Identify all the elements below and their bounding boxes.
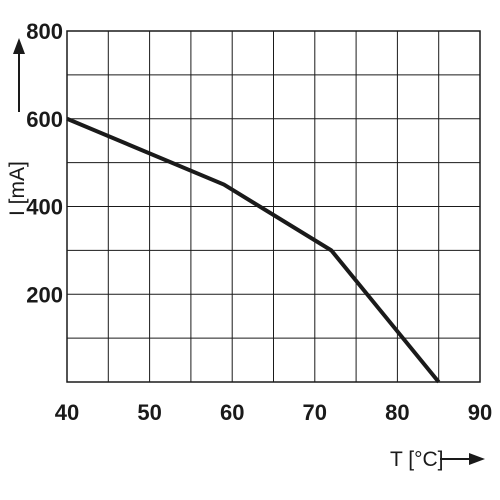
x-tick-label: 60 — [220, 400, 244, 425]
x-tick-labels: 40 50 60 70 80 90 — [55, 400, 492, 425]
y-tick-label: 800 — [26, 19, 63, 44]
series-line-0 — [66, 116, 441, 384]
y-tick-label: 200 — [26, 282, 63, 307]
y-tick-labels: 200 400 600 800 — [26, 19, 63, 307]
x-tick-label: 40 — [55, 400, 79, 425]
x-axis-arrow-head — [469, 453, 485, 465]
x-tick-label: 90 — [468, 400, 492, 425]
x-tick-label: 70 — [303, 400, 327, 425]
series-group — [66, 116, 441, 384]
x-tick-label: 50 — [137, 400, 161, 425]
grid — [67, 31, 480, 382]
y-tick-label: 400 — [26, 195, 63, 220]
plot-frame — [66, 30, 481, 383]
x-axis-title: T [°C] — [390, 448, 444, 471]
y-axis-title: I [mA] — [6, 161, 29, 216]
x-tick-label: 80 — [385, 400, 409, 425]
y-axis-arrow-head — [13, 38, 25, 54]
y-tick-label: 600 — [26, 107, 63, 132]
